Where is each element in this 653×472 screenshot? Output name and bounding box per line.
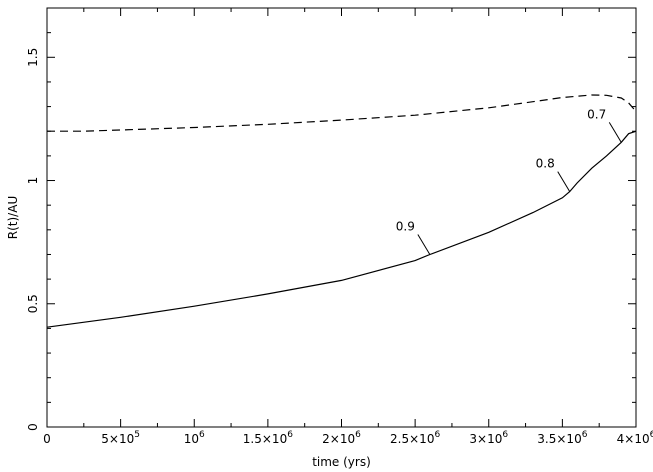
plot-frame	[46, 7, 637, 428]
y-tick-label: 1	[26, 177, 40, 185]
series-layer	[46, 94, 637, 328]
annotation-label: 0.9	[396, 219, 415, 233]
tick-layer: 0 5×105 106 1.5×106 2×106 2.5×106 3×106 3.5×106…	[26, 7, 653, 446]
x-tick-label: 2.5×106	[390, 430, 440, 446]
x-tick-label: 4×106	[617, 430, 653, 446]
x-tick-label: 3×106	[469, 430, 508, 446]
x-tick-label: 0	[43, 432, 51, 446]
y-tick-label: 0.5	[26, 294, 40, 313]
x-tick-label: 1.5×106	[243, 430, 293, 446]
annotation-leader	[557, 171, 571, 192]
x-tick-label: 106	[184, 430, 205, 446]
annotation-leader	[608, 122, 622, 143]
annotation-layer: 0.9 0.8 0.7	[396, 107, 622, 255]
annotation-leader	[417, 234, 431, 255]
x-axis-label: time (yrs)	[312, 455, 371, 469]
y-tick-label: 0	[26, 423, 40, 431]
y-axis-label: R(t)/AU	[6, 196, 20, 239]
x-tick-label: 3.5×106	[537, 430, 587, 446]
x-tick-label: 5×105	[101, 430, 140, 446]
annotation-label: 0.7	[587, 107, 606, 121]
series-line-dashed	[47, 94, 637, 132]
y-tick-label: 1.5	[26, 48, 40, 67]
series-line-solid	[46, 130, 637, 328]
x-tick-label: 2×106	[322, 430, 361, 446]
annotation-label: 0.8	[536, 157, 555, 171]
